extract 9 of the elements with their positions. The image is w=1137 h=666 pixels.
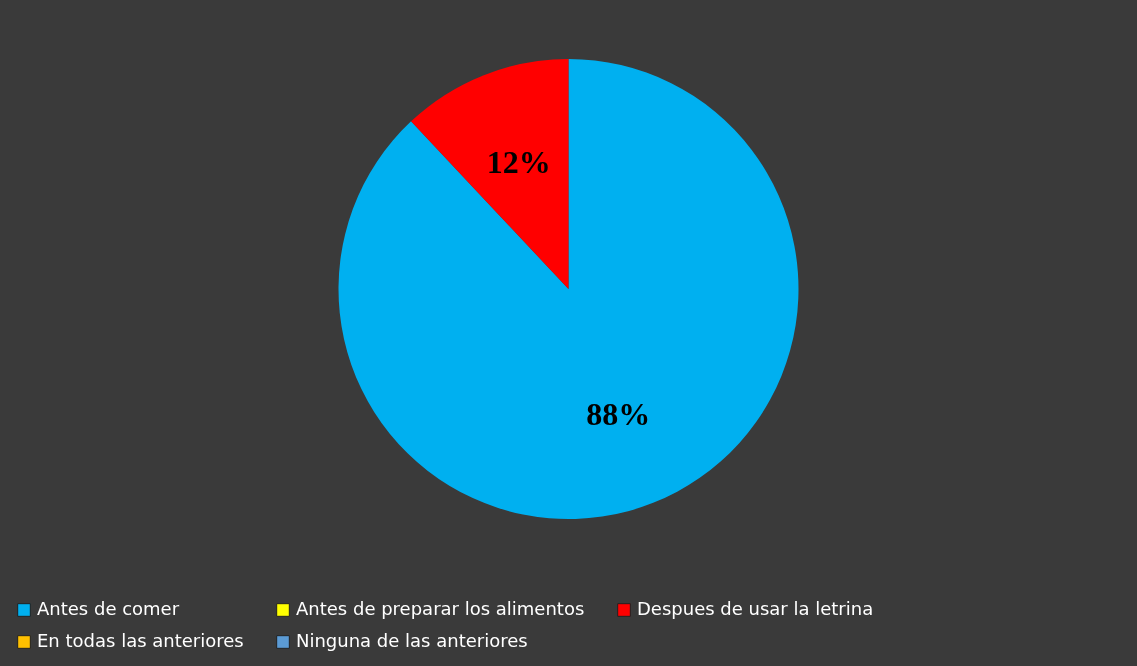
legend-label: Antes de comer	[37, 598, 180, 619]
pie-slice	[338, 59, 799, 519]
data-label: 12%	[486, 144, 551, 181]
legend-label: Despues de usar la letrina	[637, 598, 874, 619]
pie-slice	[411, 59, 569, 289]
legend-label: En todas las anteriores	[37, 630, 244, 651]
data-label: 88%	[586, 395, 651, 432]
legend-label: Antes de preparar los alimentos	[296, 598, 585, 619]
legend-label: Ninguna de las anteriores	[296, 630, 528, 651]
